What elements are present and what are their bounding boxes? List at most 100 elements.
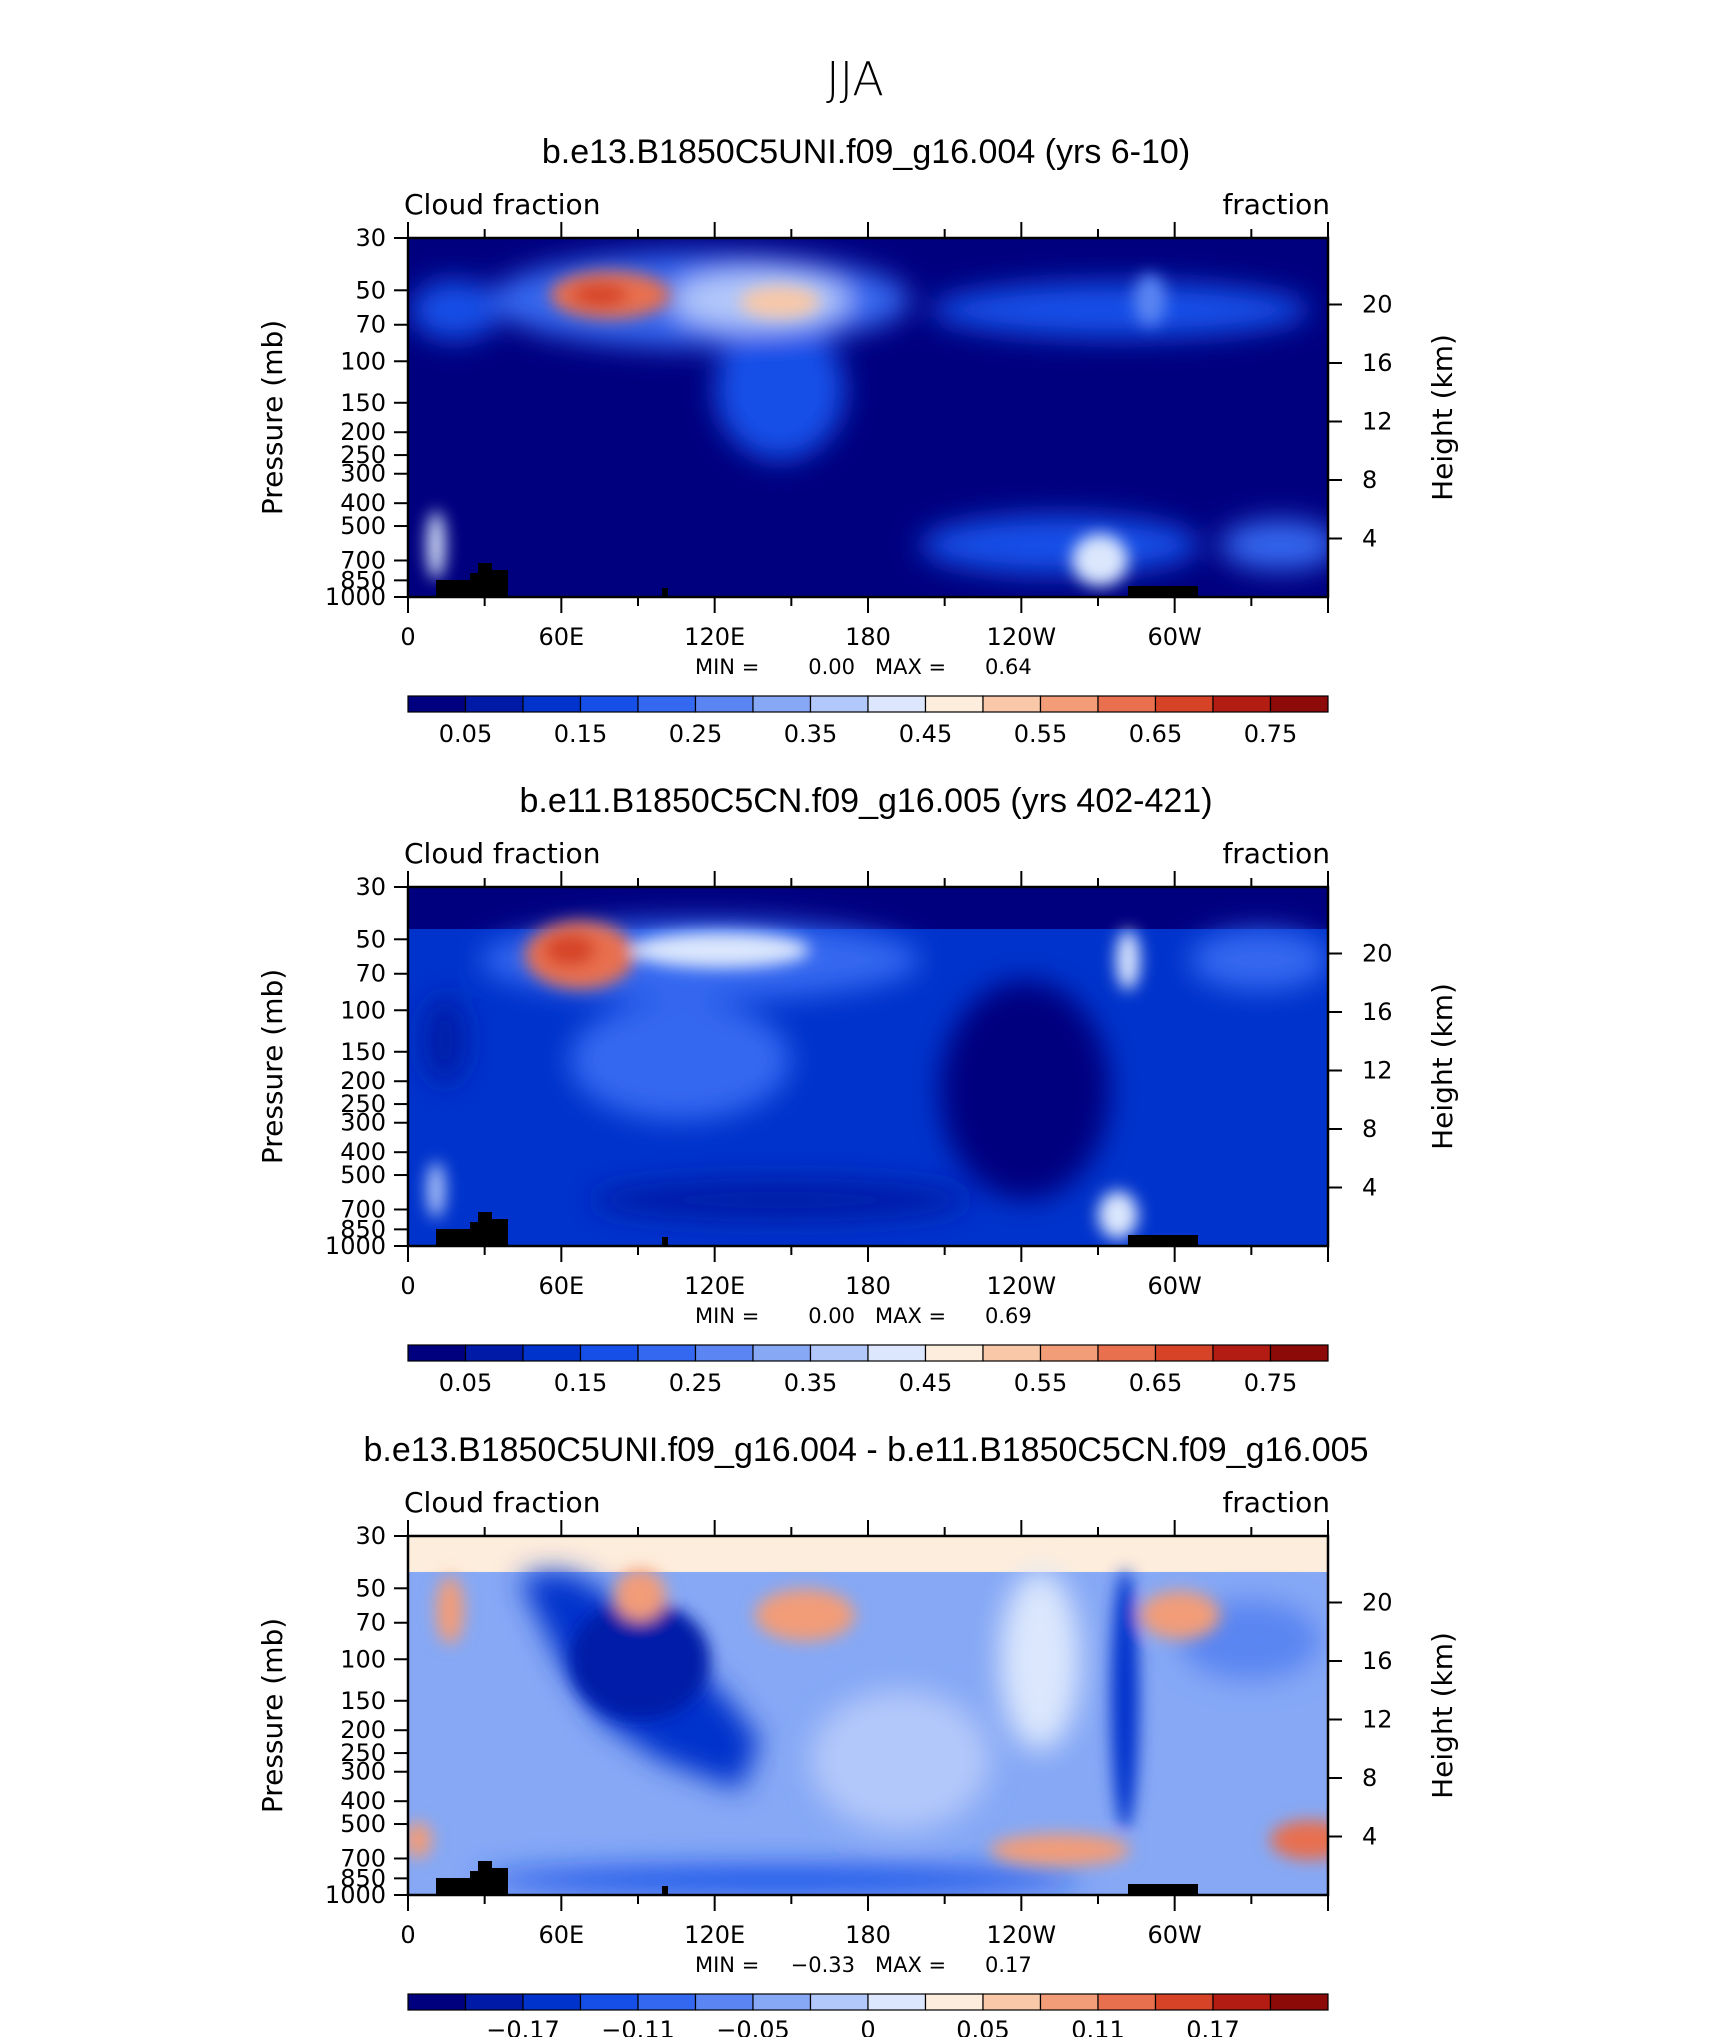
panel-2-feature-a <box>940 980 1110 1200</box>
panel-2-colorbar-label: 0.35 <box>784 1369 837 1397</box>
panel-3-ytick-right-label: 16 <box>1362 1647 1393 1675</box>
panel-2-colorbar-label: 0.25 <box>669 1369 722 1397</box>
panel-1-feature-d <box>930 282 1310 338</box>
panel-2-ytick-right-label: 16 <box>1362 998 1393 1026</box>
panel-2-colorbar-box <box>579 1344 639 1362</box>
panel-2-colorbar-box <box>522 1344 582 1362</box>
panel-2-colorbar-box <box>637 1344 697 1362</box>
panel-2-feature-h <box>544 934 596 966</box>
panel-1-title: b.e13.B1850C5UNI.f09_g16.004 (yrs 6-10) <box>542 133 1190 171</box>
panel-1-colorbar-box <box>407 695 467 713</box>
panel-3-colorbar-box <box>694 1993 754 2011</box>
panel-2-ytick-label: 1000 <box>325 1232 386 1260</box>
panel-2-ytick-right-label: 20 <box>1362 939 1393 967</box>
panel-1-colorbar-box <box>982 695 1042 713</box>
panel-2-ytick-label: 100 <box>340 996 386 1024</box>
panel-1-min-label: MIN = <box>695 655 759 679</box>
panel-2-colorbar-box <box>752 1344 812 1362</box>
panel-2-colorbar-label: 0.45 <box>899 1369 952 1397</box>
panel-2-ytick-label: 400 <box>340 1138 386 1166</box>
panel-1-ytick-right-label: 8 <box>1362 466 1377 494</box>
panel-2-colorbar-label: 0.15 <box>554 1369 607 1397</box>
panel-1-colorbar-label: 0.75 <box>1244 720 1297 748</box>
panel-3-colorbar-box <box>1039 1993 1099 2011</box>
panel-3-max-value: 0.17 <box>985 1953 1032 1977</box>
panel-1-min-value: 0.00 <box>808 655 855 679</box>
panel-1-xtick-label: 60W <box>1148 623 1202 651</box>
panel-2-colorbar-box <box>1154 1344 1214 1362</box>
panel-1-land-africa <box>436 563 508 597</box>
panel-2-feature-e <box>423 995 467 1085</box>
panel-3-colorbar-box <box>1154 1993 1214 2011</box>
panel-1-ytick-label: 250 <box>340 441 386 469</box>
panel-1-colorbar-label: 0.55 <box>1014 720 1067 748</box>
panel-3-ytick-right-label: 8 <box>1362 1764 1377 1792</box>
panel-1-feature-g <box>1220 520 1328 570</box>
panel-1-feature-i <box>572 283 628 307</box>
panel-2-colorbar-label: 0.65 <box>1129 1369 1182 1397</box>
panel-3-feature-i <box>755 1589 855 1641</box>
panel-1-colorbar-box <box>694 695 754 713</box>
panel-2: b.e11.B1850C5CN.f09_g16.005 (yrs 402-421… <box>404 782 1330 1246</box>
panel-2-ytick-label: 50 <box>355 925 386 953</box>
panel-3-colorbar-label: −0.11 <box>601 2016 675 2037</box>
panel-2-ytick-label: 300 <box>340 1109 386 1137</box>
panel-2-ytick-label: 200 <box>340 1067 386 1095</box>
panel-2-colorbar-label: 0.05 <box>439 1369 492 1397</box>
panel-3-ytick-label: 400 <box>340 1787 386 1815</box>
panel-3-ytick-label: 200 <box>340 1716 386 1744</box>
panel-3-land-africa <box>436 1861 508 1895</box>
panel-1-max-label: MAX = <box>875 655 946 679</box>
panel-3-feature-f <box>570 1600 710 1720</box>
panel-3-feature-e <box>480 1866 1080 1894</box>
panel-3-xtick-label: 60E <box>538 1921 584 1949</box>
panel-3-colorbar-label: 0.11 <box>1071 2016 1124 2037</box>
panel-1-xtick-label: 60E <box>538 623 584 651</box>
panel-1-right-string: fraction <box>1222 188 1330 221</box>
panel-1-ylabel-right: Height (km) <box>1426 334 1459 501</box>
panel-2-title: b.e11.B1850C5CN.f09_g16.005 (yrs 402-421… <box>519 782 1212 820</box>
panel-1-colorbar-label: 0.15 <box>554 720 607 748</box>
panel-2-xtick-label: 180 <box>845 1272 891 1300</box>
panel-2-land-sumatra <box>662 1237 668 1246</box>
panel-1-ytick-label: 700 <box>340 546 386 574</box>
panel-3-ylabel: Pressure (mb) <box>256 1618 289 1813</box>
panel-1-colorbar-label: 0.35 <box>784 720 837 748</box>
panel-1-colorbar-box <box>522 695 582 713</box>
panel-1-xtick-label: 0 <box>400 623 415 651</box>
panel-3-land-sumatra <box>662 1886 668 1895</box>
panel-2-feature-k <box>1098 1191 1138 1239</box>
panel-3-ytick-label: 500 <box>340 1810 386 1838</box>
panel-1-ytick-label: 400 <box>340 489 386 517</box>
panel-1-ytick-right-label: 12 <box>1362 407 1393 435</box>
panel-3-colorbar-box <box>407 1993 467 2011</box>
panel-2-feature-d <box>1190 930 1328 990</box>
panel-1-colorbar-label: 0.45 <box>899 720 952 748</box>
panel-3-xtick-label: 120W <box>987 1921 1057 1949</box>
panel-1-colorbar-label: 0.25 <box>669 720 722 748</box>
panel-2-feature-c <box>570 1000 790 1120</box>
panel-3-colorbar-box <box>1269 1993 1329 2011</box>
panel-1-ytick-label: 1000 <box>325 583 386 611</box>
panel-3-colorbar-box <box>752 1993 812 2011</box>
panel-3-xtick-label: 0 <box>400 1921 415 1949</box>
panel-3-ytick-label: 50 <box>355 1574 386 1602</box>
panel-2-xtick-label: 120W <box>987 1272 1057 1300</box>
panel-2-ylabel: Pressure (mb) <box>256 969 289 1164</box>
panel-1-colorbar-label: 0.65 <box>1129 720 1182 748</box>
panel-3-colorbar-label: 0.05 <box>956 2016 1009 2037</box>
panel-1-ytick-label: 500 <box>340 512 386 540</box>
panel-3-ytick-right-label: 12 <box>1362 1705 1393 1733</box>
panel-3-colorbar-box <box>809 1993 869 2011</box>
panel-3-ytick-label: 150 <box>340 1687 386 1715</box>
panel-2-feature-j <box>1116 930 1140 990</box>
panel-2-land-andes <box>1128 1235 1198 1246</box>
panel-2-ytick-label: 250 <box>340 1090 386 1118</box>
panel-2-colorbar-box <box>407 1344 467 1362</box>
panel-2-colorbar-box <box>1269 1344 1329 1362</box>
panel-1-colorbar-box <box>637 695 697 713</box>
panel-1-colorbar-box <box>867 695 927 713</box>
panel-2-colorbar-box <box>694 1344 754 1362</box>
panel-3-xtick-label: 60W <box>1148 1921 1202 1949</box>
panel-2-colorbar-box <box>1039 1344 1099 1362</box>
